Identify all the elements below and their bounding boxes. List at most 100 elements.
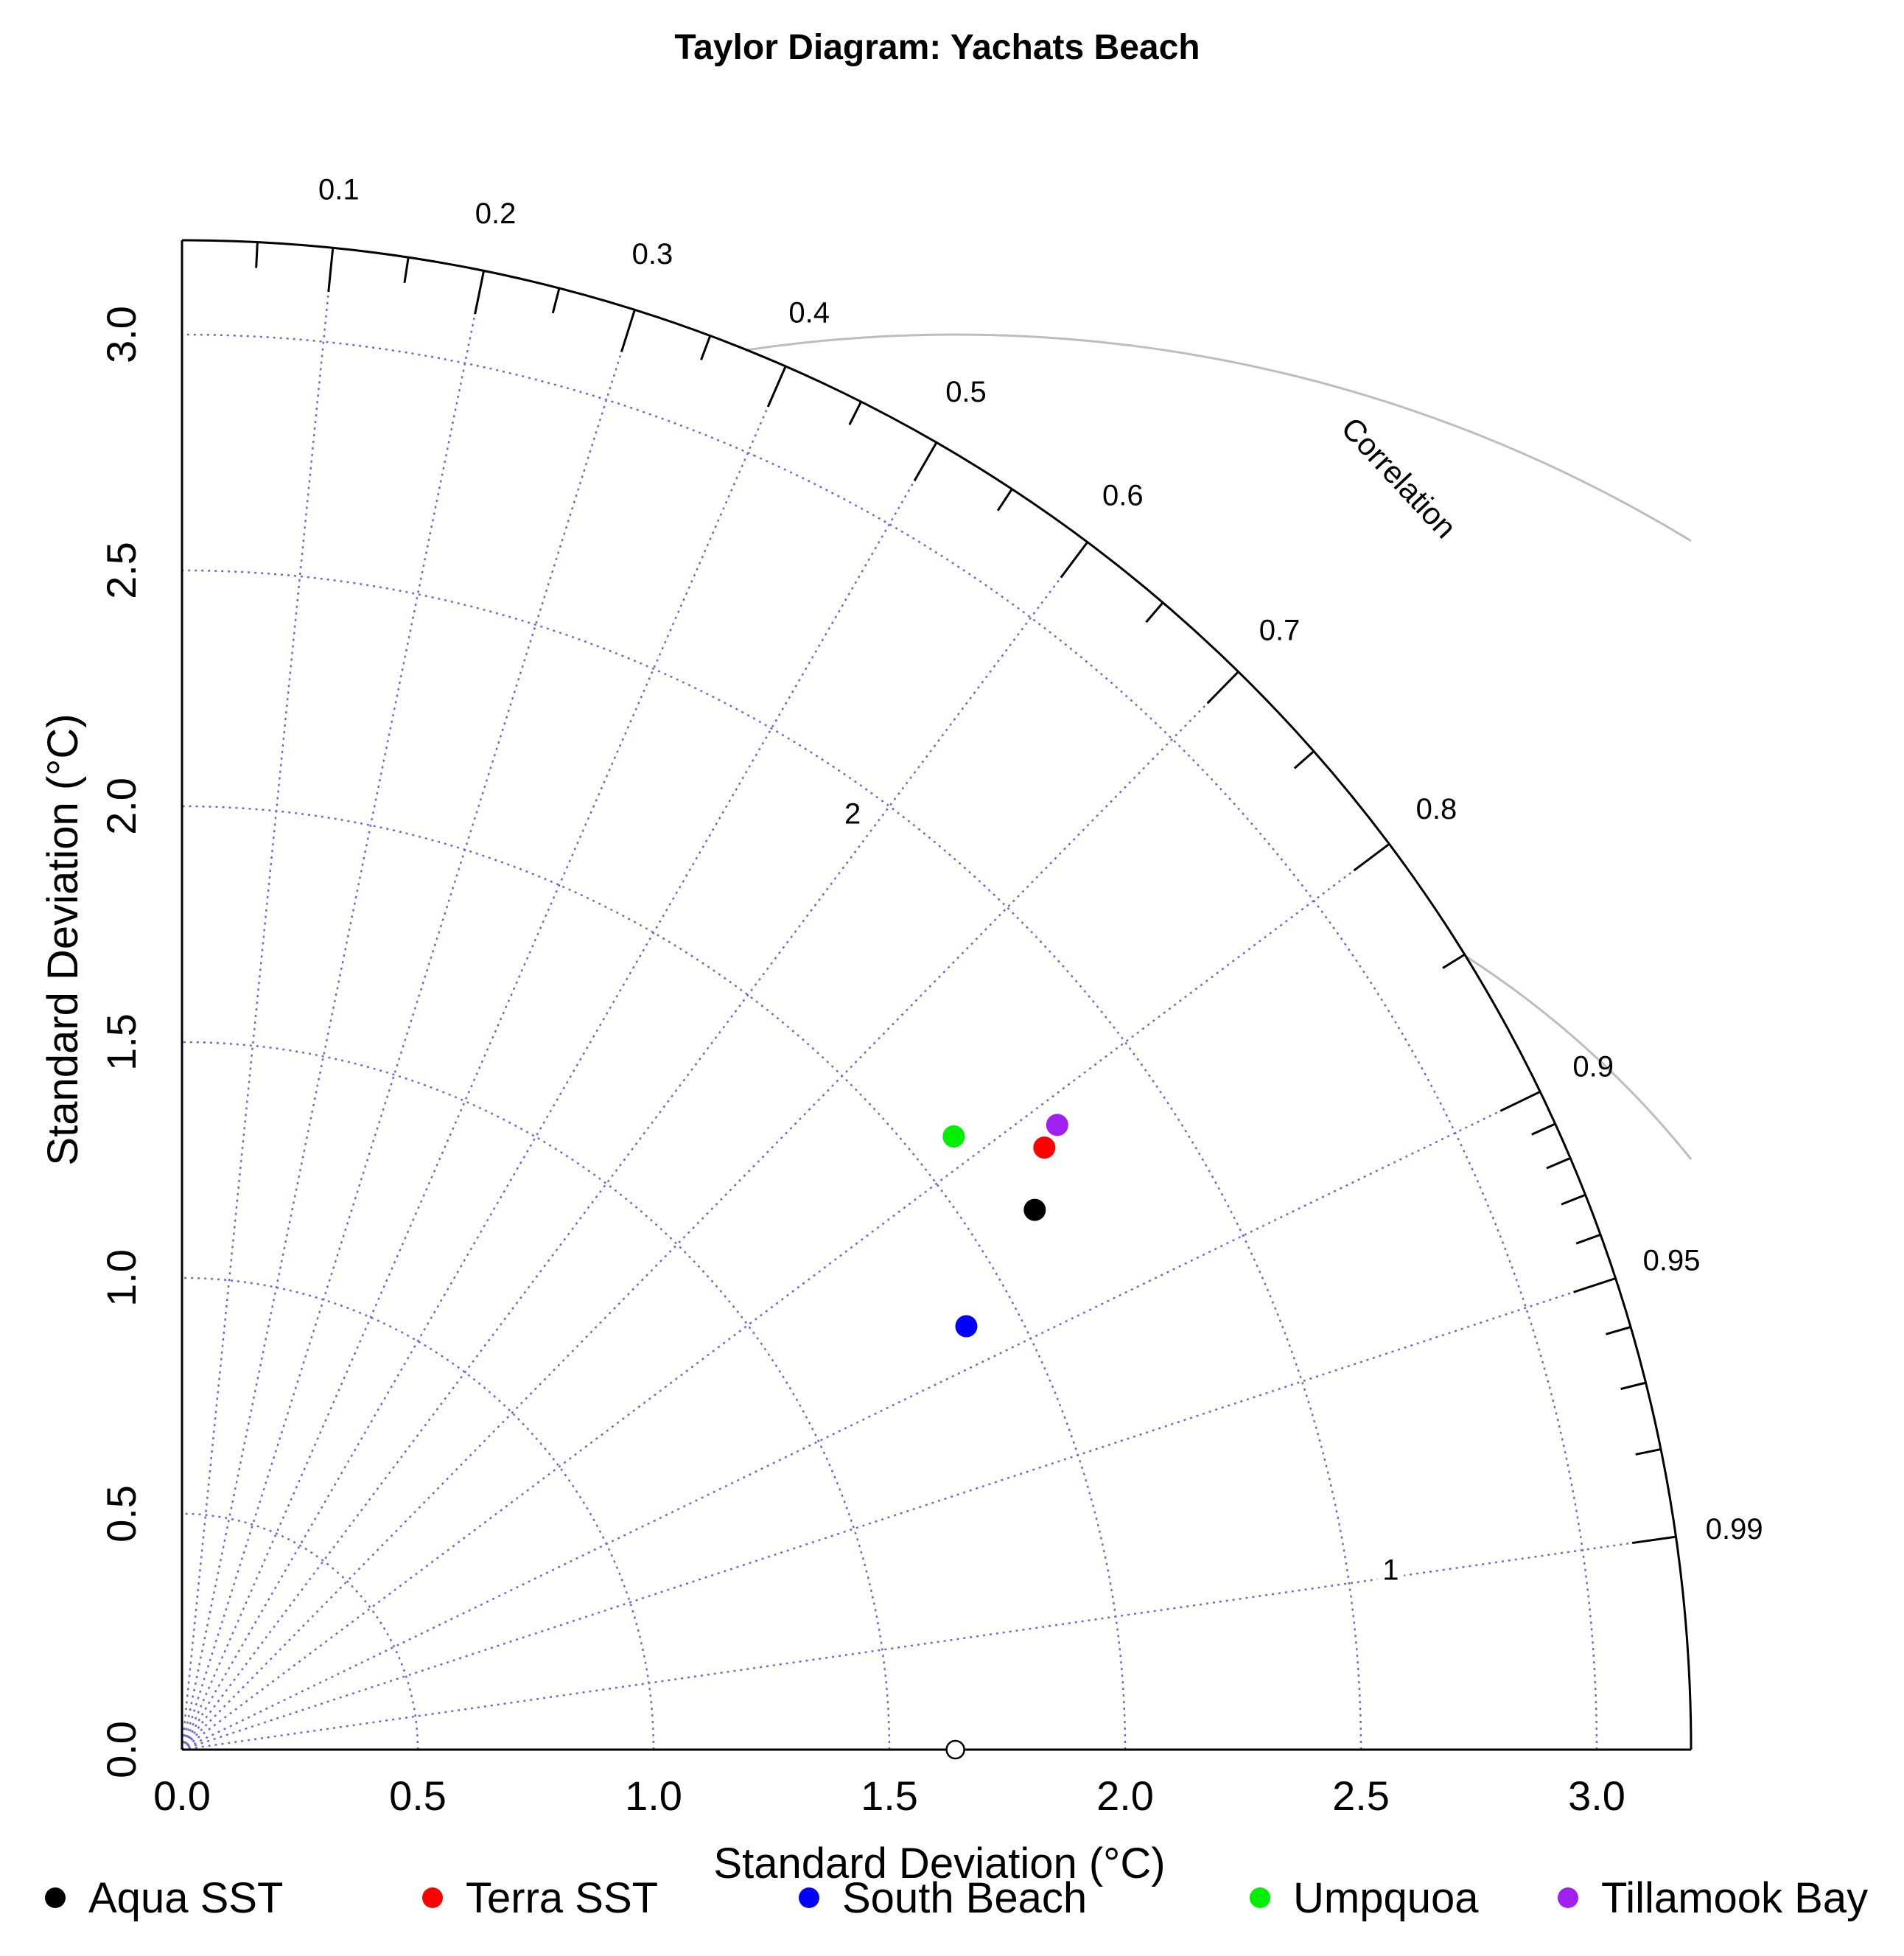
data-point: [1023, 1198, 1046, 1221]
legend-marker: [45, 1887, 66, 1908]
sd-grid-arc: [181, 805, 1127, 1750]
correlation-label: 0.7: [1259, 614, 1301, 646]
correlation-grid-line: [181, 270, 485, 1750]
correlation-label: 0.4: [788, 297, 830, 329]
rms-label: 1: [1382, 1554, 1399, 1587]
correlation-label: 0.6: [1102, 480, 1144, 512]
correlation-major-tick: [620, 309, 636, 353]
reference-point: [945, 1739, 965, 1760]
data-point: [1046, 1114, 1068, 1136]
correlation-minor-tick: [1145, 601, 1164, 624]
correlation-major-tick: [913, 441, 938, 482]
y-tick-label: 2.0: [98, 778, 144, 835]
correlation-grid-line: [181, 1091, 1541, 1751]
correlation-major-tick: [1573, 1277, 1617, 1293]
legend-label: Tillamook Bay: [1601, 1874, 1868, 1922]
correlation-minor-tick: [1531, 1122, 1556, 1136]
legend-label: South Beach: [842, 1874, 1087, 1922]
data-point: [1033, 1136, 1056, 1159]
x-tick-label: 3.0: [1568, 1772, 1625, 1819]
x-tick-label: 0.5: [389, 1772, 447, 1819]
sd-grid-arc: [181, 1276, 655, 1750]
correlation-minor-tick: [848, 401, 862, 426]
legend: Aqua SST Terra SST South Beach Umpquoa Tilla…: [45, 1874, 1868, 1922]
rms-label: 2: [844, 798, 861, 831]
correlation-minor-tick: [1561, 1193, 1586, 1206]
correlation-minor-tick: [1293, 750, 1315, 769]
x-tick-label: 1.0: [625, 1772, 682, 1819]
correlation-grid-line: [181, 1277, 1616, 1751]
correlation-minor-tick: [1575, 1233, 1601, 1245]
correlation-major-tick: [1499, 1090, 1541, 1112]
rms-label-bg: [1377, 1550, 1404, 1585]
correlation-minor-tick: [255, 242, 259, 268]
outer-correlation-arc: [181, 239, 1693, 1750]
data-point: [942, 1125, 965, 1148]
sd-grid-arc: [181, 569, 1362, 1750]
grid-layer: [181, 248, 1676, 1751]
correlation-minor-tick: [700, 335, 712, 360]
correlation-major-tick: [1060, 541, 1089, 579]
legend-label: Terra SST: [466, 1874, 658, 1922]
rms-contours: 123: [746, 333, 1693, 1587]
y-tick-label: 1.5: [98, 1013, 144, 1071]
correlation-label: 0.95: [1643, 1245, 1701, 1277]
sd-grid-arc: [181, 1512, 419, 1750]
correlation-label: 0.9: [1572, 1050, 1614, 1083]
x-tick-label: 2.0: [1096, 1772, 1154, 1819]
y-tick-label: 3.0: [98, 306, 144, 363]
sd-grid-arc: [181, 333, 1598, 1750]
correlation-minor-tick: [996, 488, 1013, 511]
sd-grid-arc: [181, 1041, 891, 1750]
x-tick-label: 0.0: [153, 1772, 211, 1819]
y-tick-label: 0.0: [98, 1721, 144, 1778]
x-axis-title: Standard Deviation (°C): [713, 1840, 1165, 1887]
y-tick-label: 2.5: [98, 542, 144, 599]
correlation-label: 0.8: [1416, 793, 1457, 825]
correlation-minor-tick: [551, 287, 561, 314]
correlation-major-tick: [474, 270, 486, 315]
correlation-minor-tick: [1606, 1326, 1631, 1335]
correlation-minor-tick: [1546, 1156, 1571, 1170]
correlation-minor-tick: [1442, 953, 1466, 969]
rms-contour: [746, 333, 1692, 542]
data-points: [942, 1114, 1068, 1760]
legend-marker: [1558, 1887, 1578, 1908]
correlation-major-tick: [766, 366, 787, 408]
correlation-grid-line: [181, 309, 636, 1750]
legend-marker: [799, 1887, 819, 1908]
correlation-minor-tick: [1620, 1381, 1646, 1391]
chart-title: Taylor Diagram: Yachats Beach: [674, 28, 1200, 67]
rms-contour: [1465, 955, 1693, 1160]
correlation-major-tick: [327, 248, 335, 293]
correlation-grid-line: [181, 366, 787, 1750]
axis-ticks: 0.00.0 0.5 0.5 1.0 1.0 1.5 1.5 2.0 2.0 2.5 2.5 3.0 3…: [98, 174, 1763, 1819]
legend-marker: [1250, 1887, 1270, 1908]
correlation-minor-tick: [403, 256, 410, 284]
correlation-major-tick: [1353, 842, 1390, 872]
y-axis-title: Standard Deviation (°C): [39, 713, 87, 1165]
correlation-label: 0.99: [1706, 1513, 1763, 1545]
correlation-major-tick: [1206, 671, 1239, 705]
frame: [181, 239, 1693, 1751]
correlation-label: 0.5: [945, 376, 987, 408]
legend-marker: [422, 1887, 443, 1908]
correlation-minor-tick: [1635, 1447, 1662, 1456]
legend-label: Aqua SST: [88, 1874, 283, 1922]
correlation-grid-line: [181, 1535, 1676, 1751]
x-tick-label: 1.5: [861, 1772, 918, 1819]
correlation-major-tick: [1631, 1535, 1676, 1545]
correlation-grid-line: [181, 671, 1239, 1750]
y-tick-label: 1.0: [98, 1249, 144, 1307]
rms-label-bg: [839, 794, 867, 828]
correlation-label: 0.1: [318, 174, 360, 206]
correlation-label: 0.3: [632, 238, 673, 270]
correlation-axis-title: Correlation: [1334, 411, 1463, 545]
correlation-grid-line: [181, 843, 1390, 1750]
data-point: [955, 1315, 978, 1338]
legend-label: Umpquoa: [1293, 1874, 1479, 1922]
correlation-grid-line: [181, 248, 335, 1750]
y-tick-label: 0.5: [98, 1485, 144, 1543]
